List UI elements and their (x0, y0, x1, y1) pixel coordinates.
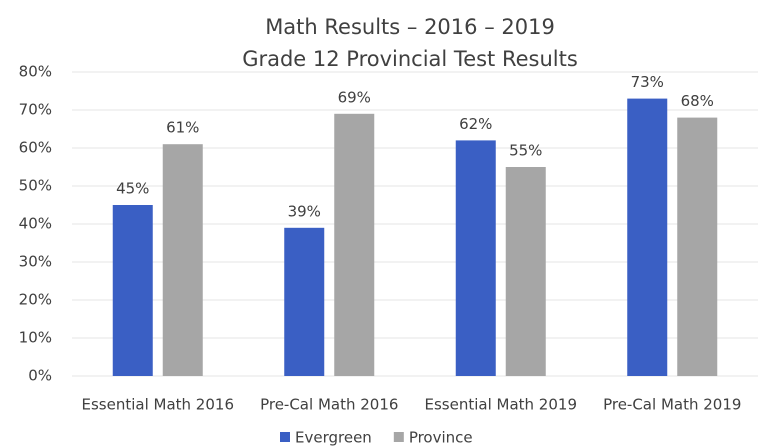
y-tick-label: 70% (19, 101, 52, 119)
data-label: 61% (166, 119, 199, 137)
x-tick-label: Essential Math 2019 (425, 396, 577, 414)
y-tick-label: 60% (19, 139, 52, 157)
data-label: 55% (509, 142, 542, 160)
data-label: 73% (631, 73, 664, 91)
y-tick-label: 30% (19, 253, 52, 271)
legend-label: Evergreen (295, 429, 372, 447)
bar (112, 205, 153, 376)
data-label: 69% (338, 88, 371, 106)
y-tick-label: 50% (19, 177, 52, 195)
bar (162, 144, 203, 376)
x-tick-label: Essential Math 2016 (82, 396, 234, 414)
legend-swatch (393, 432, 404, 442)
data-label: 39% (288, 202, 321, 220)
y-tick-label: 80% (19, 63, 52, 81)
bar (334, 113, 375, 377)
y-tick-label: 0% (28, 367, 52, 385)
bar (677, 117, 718, 376)
x-tick-label: Pre-Cal Math 2016 (260, 396, 398, 414)
data-label: 62% (459, 115, 492, 133)
bar (284, 227, 325, 376)
bar (505, 167, 546, 376)
chart-subtitle: Grade 12 Provincial Test Results (242, 47, 578, 71)
legend-swatch (280, 432, 290, 442)
y-tick-label: 40% (19, 215, 52, 233)
chart-title: Math Results – 2016 – 2019 (265, 15, 555, 39)
data-label: 68% (681, 92, 714, 110)
bar (455, 140, 496, 376)
y-tick-label: 20% (19, 291, 52, 309)
legend-label: Province (409, 429, 473, 447)
x-tick-label: Pre-Cal Math 2019 (603, 396, 741, 414)
y-tick-label: 10% (19, 329, 52, 347)
data-label: 45% (116, 180, 149, 198)
bar (627, 98, 668, 376)
